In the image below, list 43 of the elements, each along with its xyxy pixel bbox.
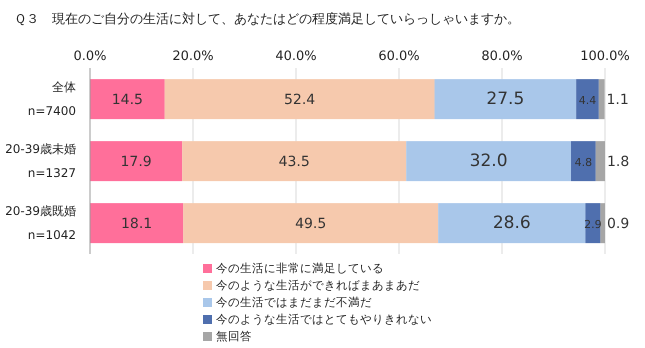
- data-label: 14.5: [112, 92, 143, 108]
- data-label: 4.4: [578, 94, 596, 108]
- data-label: 49.5: [295, 216, 326, 232]
- data-label: 1.8: [607, 154, 630, 170]
- bar: [600, 203, 605, 244]
- data-label: 28.6: [492, 213, 531, 234]
- bar: [598, 79, 604, 120]
- bar: [406, 141, 572, 182]
- bar: [164, 79, 435, 120]
- legend-label: 今の生活ではまだまだ不満だ: [216, 295, 372, 309]
- bar: [576, 79, 599, 120]
- x-tick-label: 80.0%: [481, 49, 523, 64]
- x-tick-label: 100.0%: [580, 49, 630, 64]
- data-label: 43.5: [278, 154, 310, 170]
- x-tick-label: 0.0%: [73, 49, 107, 64]
- data-label: 32.0: [470, 151, 508, 172]
- bar: [438, 203, 586, 244]
- data-label: 1.1: [606, 92, 629, 108]
- bar: [571, 141, 596, 182]
- y-tick-label: 20-39歳既婚 n=1042: [5, 204, 76, 242]
- chart-title: Ｑ３ 現在のご自分の生活に対して、あなたはどの程度満足していらっしゃいますか。: [14, 11, 520, 28]
- bar: [183, 203, 438, 244]
- x-tick-label: 40.0%: [275, 49, 317, 64]
- data-label: 0.9: [607, 216, 630, 232]
- x-tick-label: 20.0%: [172, 49, 214, 64]
- y-tick-label: 全体 n=7400: [28, 80, 76, 118]
- legend-label: 今の生活に非常に満足している: [216, 261, 384, 275]
- data-label: 17.9: [120, 154, 152, 170]
- bar: [434, 79, 576, 120]
- bar: [90, 79, 165, 120]
- legend-label: 今のような生活ではとてもやりきれない: [216, 312, 432, 326]
- data-label: 4.8: [574, 156, 592, 170]
- legend-label: 無回答: [216, 329, 252, 343]
- data-label: 18.1: [121, 216, 152, 232]
- y-tick-label: 20-39歳未婚 n=1327: [5, 142, 76, 180]
- bar: [90, 203, 184, 244]
- data-label: 27.5: [486, 89, 524, 110]
- legend-label: 今のような生活ができればまあまあだ: [216, 278, 420, 292]
- x-tick-label: 60.0%: [378, 49, 420, 64]
- bar: [90, 141, 182, 182]
- bar: [182, 141, 406, 182]
- data-label: 52.4: [284, 92, 316, 108]
- bar: [596, 141, 605, 182]
